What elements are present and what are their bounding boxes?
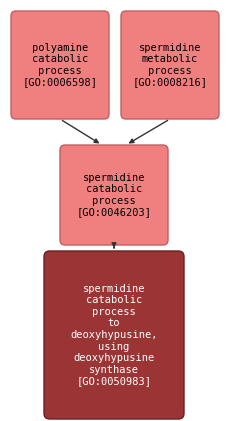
FancyBboxPatch shape	[11, 11, 109, 119]
Text: spermidine
metabolic
process
[GO:0008216]: spermidine metabolic process [GO:0008216…	[132, 43, 207, 88]
Text: polyamine
catabolic
process
[GO:0006598]: polyamine catabolic process [GO:0006598]	[22, 43, 97, 88]
FancyBboxPatch shape	[60, 145, 167, 245]
Text: spermidine
catabolic
process
[GO:0046203]: spermidine catabolic process [GO:0046203…	[76, 173, 151, 217]
Text: spermidine
catabolic
process
to
deoxyhypusine,
using
deoxyhypusine
synthase
[GO:: spermidine catabolic process to deoxyhyp…	[70, 284, 157, 386]
FancyBboxPatch shape	[121, 11, 218, 119]
FancyBboxPatch shape	[44, 251, 183, 419]
